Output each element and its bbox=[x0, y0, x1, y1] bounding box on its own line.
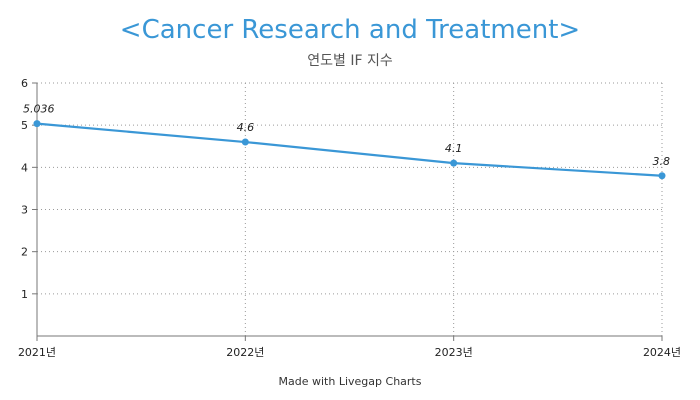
data-point bbox=[241, 138, 249, 146]
x-tick-label: 2023년 bbox=[435, 346, 473, 359]
data-label: 4.1 bbox=[445, 142, 463, 155]
x-tick-label: 2024년 bbox=[643, 346, 681, 359]
x-tick-label: 2022년 bbox=[226, 346, 264, 359]
grid bbox=[37, 82, 663, 336]
chart-subtitle: 연도별 IF 지수 bbox=[307, 53, 393, 69]
x-tick-label: 2021년 bbox=[18, 346, 56, 359]
data-point bbox=[658, 172, 666, 180]
data-label: 3.8 bbox=[653, 155, 671, 168]
y-tick-label: 1 bbox=[21, 288, 28, 301]
y-tick-label: 4 bbox=[21, 161, 28, 174]
chart-title: <Cancer Research and Treatment> bbox=[120, 15, 580, 45]
tick-labels: 1 2 3 4 5 6 2021년 2022년 2023년 2024년 bbox=[18, 77, 681, 359]
y-tick-label: 5 bbox=[21, 119, 28, 132]
data-point bbox=[450, 159, 458, 167]
y-tick-label: 3 bbox=[21, 204, 28, 217]
data-point bbox=[33, 120, 41, 128]
y-tick-label: 2 bbox=[21, 246, 28, 259]
footer-credit: Made with Livegap Charts bbox=[279, 375, 422, 388]
data-label: 4.6 bbox=[237, 121, 255, 134]
axes bbox=[32, 82, 663, 341]
series-line bbox=[36, 122, 663, 177]
data-labels: 5.036 4.6 4.1 3.8 bbox=[23, 103, 670, 168]
y-tick-label: 6 bbox=[21, 77, 28, 90]
data-label: 5.036 bbox=[23, 103, 55, 116]
series bbox=[33, 120, 666, 180]
